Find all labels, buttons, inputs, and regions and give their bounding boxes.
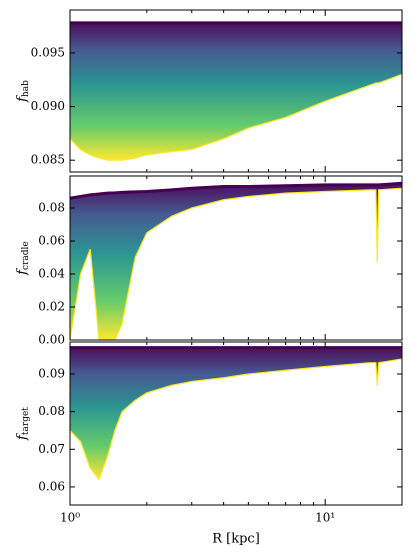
- x-tick-label: 10⁰: [60, 511, 80, 525]
- lower-edge: [70, 73, 402, 161]
- plot-area: [70, 181, 402, 340]
- lower-edge: [70, 358, 402, 481]
- y-axis-label: ftarget: [15, 407, 31, 441]
- y-tick-label: 0.00: [38, 333, 65, 347]
- y-tick-label: 0.06: [38, 234, 65, 248]
- y-label-main: f: [15, 433, 30, 441]
- y-tick-label: 0.085: [31, 153, 65, 167]
- density-band: [70, 347, 402, 480]
- lower-edge: [70, 187, 402, 340]
- density-band: [70, 22, 402, 161]
- axes-frame: [69, 341, 403, 506]
- axes-frame: [69, 9, 403, 173]
- upper-edge: [70, 181, 402, 200]
- density-band: [70, 183, 402, 340]
- plot-area: [70, 21, 402, 161]
- y-tick-label: 0.08: [38, 404, 65, 418]
- y-tick-label: 0.04: [38, 267, 65, 281]
- y-label-sub: target: [21, 407, 31, 435]
- x-axis-label: R [kpc]: [212, 532, 260, 547]
- y-tick-label: 0.06: [38, 479, 65, 493]
- y-label-sub: cradle: [21, 241, 31, 270]
- y-tick-label: 0.08: [38, 201, 65, 215]
- y-tick-label: 0.090: [31, 99, 65, 113]
- y-tick-label: 0.07: [38, 442, 65, 456]
- axes-frame: [69, 175, 403, 341]
- y-label-sub: hab: [21, 80, 31, 97]
- y-tick-label: 0.02: [38, 300, 65, 314]
- y-axis-label: fhab: [15, 80, 31, 103]
- y-tick-label: 0.095: [31, 45, 65, 59]
- x-tick-label: 10¹: [315, 511, 335, 525]
- y-tick-label: 0.09: [38, 366, 65, 380]
- y-axis-label: fcradle: [15, 241, 31, 276]
- y-label-main: f: [15, 268, 30, 276]
- plot-area: [70, 346, 402, 481]
- y-label-main: f: [15, 95, 30, 103]
